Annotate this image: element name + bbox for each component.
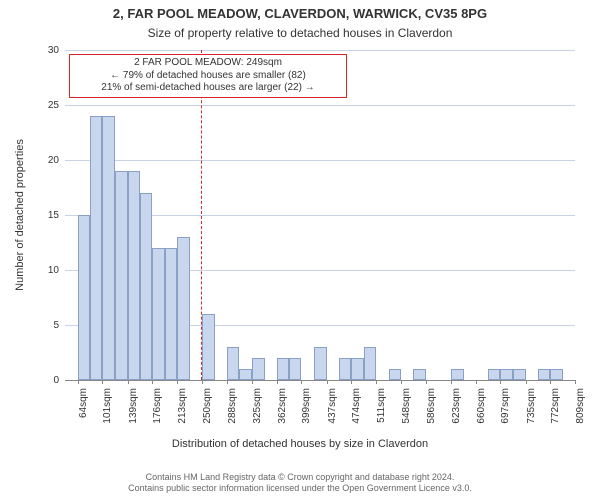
x-axis-label: Distribution of detached houses by size … bbox=[0, 438, 600, 450]
x-tick bbox=[177, 380, 178, 384]
x-tick-label: 809sqm bbox=[575, 388, 586, 438]
histogram-bar bbox=[152, 248, 165, 380]
histogram-bar bbox=[78, 215, 91, 380]
histogram-bar bbox=[289, 358, 301, 380]
histogram-bar bbox=[513, 369, 526, 380]
x-tick bbox=[102, 380, 103, 384]
x-tick-label: 64sqm bbox=[78, 388, 89, 438]
y-tick-label: 5 bbox=[29, 320, 59, 331]
plot-area bbox=[65, 50, 575, 380]
histogram-bar bbox=[252, 358, 265, 380]
y-gridline bbox=[65, 50, 575, 51]
x-tick bbox=[351, 380, 352, 384]
histogram-bar bbox=[90, 116, 102, 380]
x-tick-label: 660sqm bbox=[476, 388, 487, 438]
y-tick-label: 25 bbox=[29, 100, 59, 111]
histogram-bar bbox=[451, 369, 464, 380]
x-tick-label: 399sqm bbox=[301, 388, 312, 438]
x-tick bbox=[227, 380, 228, 384]
histogram-bar bbox=[140, 193, 153, 380]
x-tick-label: 586sqm bbox=[426, 388, 437, 438]
x-tick bbox=[550, 380, 551, 384]
y-gridline bbox=[65, 160, 575, 161]
histogram-bar bbox=[202, 314, 215, 380]
chart-root: 2, FAR POOL MEADOW, CLAVERDON, WARWICK, … bbox=[0, 0, 600, 500]
y-gridline bbox=[65, 105, 575, 106]
footer-line-2: Contains public sector information licen… bbox=[0, 483, 600, 494]
annotation-line: 2 FAR POOL MEADOW: 249sqm bbox=[74, 57, 342, 70]
x-tick-label: 213sqm bbox=[177, 388, 188, 438]
histogram-bar bbox=[165, 248, 177, 380]
x-tick bbox=[202, 380, 203, 384]
histogram-bar bbox=[389, 369, 401, 380]
x-tick bbox=[500, 380, 501, 384]
chart-title: 2, FAR POOL MEADOW, CLAVERDON, WARWICK, … bbox=[0, 6, 600, 21]
histogram-bar bbox=[314, 347, 327, 380]
y-tick-label: 15 bbox=[29, 210, 59, 221]
histogram-bar bbox=[115, 171, 128, 380]
histogram-bar bbox=[339, 358, 352, 380]
x-tick-label: 176sqm bbox=[152, 388, 163, 438]
x-tick bbox=[252, 380, 253, 384]
x-tick-label: 437sqm bbox=[327, 388, 338, 438]
x-axis-line bbox=[65, 380, 575, 381]
x-tick bbox=[78, 380, 79, 384]
histogram-bar bbox=[227, 347, 239, 380]
x-tick bbox=[376, 380, 377, 384]
x-tick-label: 697sqm bbox=[500, 388, 511, 438]
annotation-box: 2 FAR POOL MEADOW: 249sqm← 79% of detach… bbox=[69, 54, 347, 98]
x-tick-label: 735sqm bbox=[526, 388, 537, 438]
footer-line-1: Contains HM Land Registry data © Crown c… bbox=[0, 472, 600, 483]
x-tick-label: 772sqm bbox=[550, 388, 561, 438]
histogram-bar bbox=[500, 369, 513, 380]
chart-footer: Contains HM Land Registry data © Crown c… bbox=[0, 472, 600, 495]
x-tick bbox=[401, 380, 402, 384]
x-tick bbox=[327, 380, 328, 384]
y-tick-label: 10 bbox=[29, 265, 59, 276]
histogram-bar bbox=[351, 358, 364, 380]
histogram-bar bbox=[239, 369, 252, 380]
histogram-bar bbox=[277, 358, 290, 380]
x-tick bbox=[451, 380, 452, 384]
x-tick bbox=[301, 380, 302, 384]
x-tick bbox=[575, 380, 576, 384]
y-tick-label: 0 bbox=[29, 375, 59, 386]
x-tick-label: 623sqm bbox=[451, 388, 462, 438]
x-tick bbox=[152, 380, 153, 384]
annotation-line: ← 79% of detached houses are smaller (82… bbox=[74, 70, 342, 83]
x-tick-label: 511sqm bbox=[376, 388, 387, 438]
x-tick bbox=[526, 380, 527, 384]
y-tick-label: 20 bbox=[29, 155, 59, 166]
x-tick bbox=[476, 380, 477, 384]
x-tick-label: 474sqm bbox=[351, 388, 362, 438]
x-tick bbox=[277, 380, 278, 384]
x-tick-label: 362sqm bbox=[277, 388, 288, 438]
highlight-line bbox=[201, 50, 202, 380]
x-tick-label: 139sqm bbox=[128, 388, 139, 438]
histogram-bar bbox=[550, 369, 563, 380]
histogram-bar bbox=[128, 171, 140, 380]
x-tick bbox=[128, 380, 129, 384]
histogram-bar bbox=[538, 369, 551, 380]
y-axis-label: Number of detached properties bbox=[14, 50, 26, 380]
y-tick-label: 30 bbox=[29, 45, 59, 56]
x-tick-label: 548sqm bbox=[401, 388, 412, 438]
chart-subtitle: Size of property relative to detached ho… bbox=[0, 26, 600, 40]
x-tick-label: 250sqm bbox=[202, 388, 213, 438]
histogram-bar bbox=[364, 347, 376, 380]
x-tick-label: 288sqm bbox=[227, 388, 238, 438]
x-tick-label: 325sqm bbox=[252, 388, 263, 438]
x-tick bbox=[426, 380, 427, 384]
histogram-bar bbox=[102, 116, 115, 380]
histogram-bar bbox=[177, 237, 190, 380]
annotation-line: 21% of semi-detached houses are larger (… bbox=[74, 82, 342, 95]
x-tick-label: 101sqm bbox=[102, 388, 113, 438]
histogram-bar bbox=[413, 369, 426, 380]
histogram-bar bbox=[488, 369, 500, 380]
